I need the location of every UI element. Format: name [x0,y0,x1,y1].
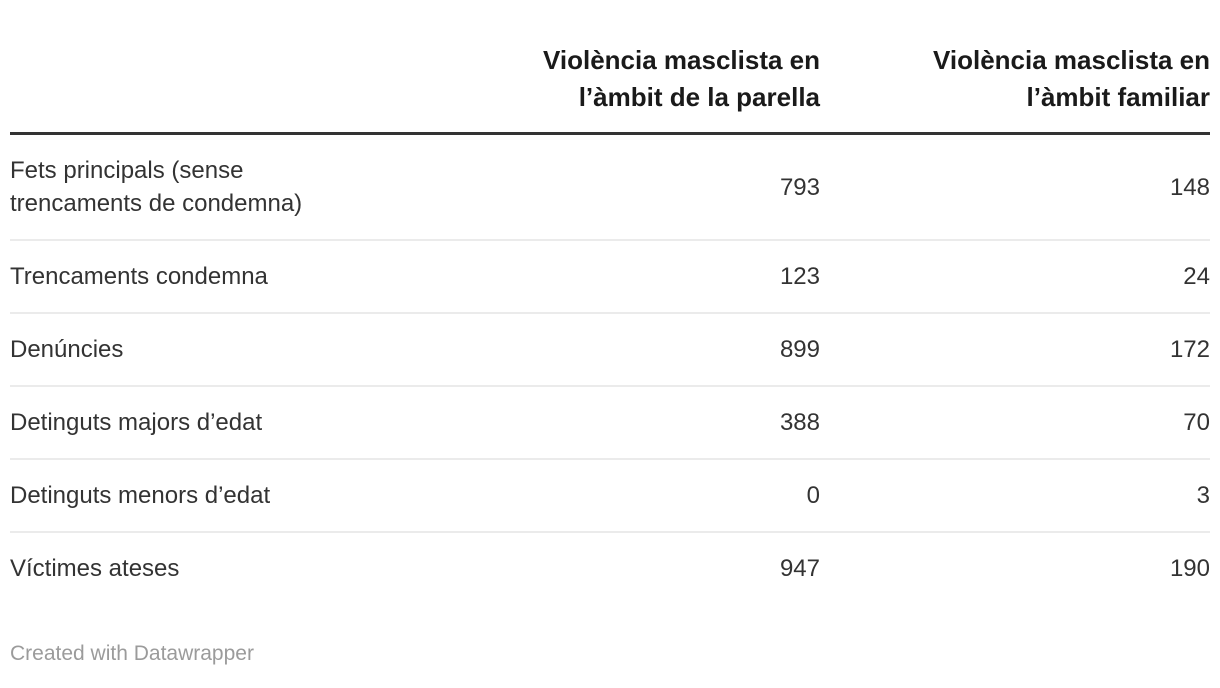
cell-familiar: 148 [820,133,1210,241]
row-label: Víctimes ateses [10,532,480,604]
header-row-label-column [10,0,480,135]
table-row: Fets principals (sense trencaments de co… [10,133,1210,241]
column-header-familiar-label: Violència masclista en l’àmbit familiar [933,45,1210,112]
column-header-parella: Violència masclista en l’àmbit de la par… [480,0,820,135]
table-row: Víctimes ateses 947 190 [10,532,1210,604]
datawrapper-credit-link[interactable]: Created with Datawrapper [10,642,254,665]
table-row: Trencaments condemna 123 24 [10,240,1210,314]
cell-parella: 123 [480,240,820,314]
table-row: Detinguts menors d’edat 0 3 [10,459,1210,533]
row-label: Detinguts menors d’edat [10,459,480,533]
cell-parella: 793 [480,133,820,241]
cell-familiar: 190 [1169,555,1210,582]
row-label: Fets principals (sense trencaments de co… [10,133,480,241]
footer: Created with Datawrapper [10,640,1210,668]
row-label-text: Víctimes ateses [10,555,180,582]
row-label-text: Denúncies [10,336,124,363]
datawrapper-table-chart: Violència masclista en l’àmbit de la par… [10,0,1210,668]
column-header-parella-label: Violència masclista en l’àmbit de la par… [543,45,820,112]
cell-familiar: 70 [820,386,1210,460]
cell-parella: 947 [779,555,820,582]
row-label-text: Detinguts menors d’edat [10,482,271,509]
row-label-text: Detinguts majors d’edat [10,409,263,436]
table-row: Denúncies 899 172 [10,313,1210,387]
data-table: Violència masclista en l’àmbit de la par… [10,0,1210,604]
cell-parella: 899 [480,313,820,387]
row-label-text: Trencaments condemna [10,263,268,290]
cell-parella: 0 [480,459,820,533]
header-row: Violència masclista en l’àmbit de la par… [10,0,1210,135]
cell-parella: 388 [480,386,820,460]
row-label: Detinguts majors d’edat [10,386,480,460]
cell-familiar: 3 [820,459,1210,533]
row-label: Denúncies [10,313,480,387]
cell-familiar: 172 [820,313,1210,387]
row-label: Trencaments condemna [10,240,480,314]
table-row: Detinguts majors d’edat 388 70 [10,386,1210,460]
row-label-text: Fets principals (sense trencaments de co… [10,157,303,217]
column-header-familiar: Violència masclista en l’àmbit familiar [820,0,1210,135]
cell-familiar: 24 [820,240,1210,314]
